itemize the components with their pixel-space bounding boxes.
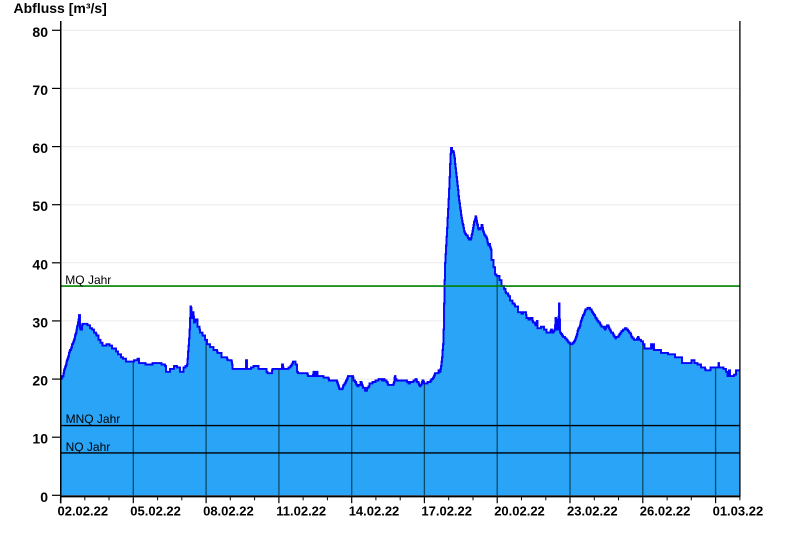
svg-text:02.02.22: 02.02.22 [57,504,108,519]
svg-text:01.03.22: 01.03.22 [713,504,764,519]
svg-text:MQ Jahr: MQ Jahr [65,273,111,287]
svg-text:0: 0 [40,489,48,505]
svg-text:20.02.22: 20.02.22 [494,504,545,519]
svg-text:50: 50 [32,198,48,214]
svg-text:11.02.22: 11.02.22 [276,504,326,519]
svg-text:26.02.22: 26.02.22 [640,504,691,519]
svg-text:70: 70 [32,82,48,98]
svg-text:08.02.22: 08.02.22 [203,504,254,519]
svg-text:23.02.22: 23.02.22 [567,504,618,519]
svg-text:05.02.22: 05.02.22 [130,504,181,519]
svg-text:60: 60 [32,140,48,156]
svg-text:20: 20 [32,373,48,389]
svg-text:Abfluss [m³/s]: Abfluss [m³/s] [14,0,107,16]
svg-text:NQ Jahr: NQ Jahr [66,440,111,454]
svg-text:80: 80 [32,24,48,40]
svg-text:14.02.22: 14.02.22 [349,504,400,519]
svg-text:MNQ Jahr: MNQ Jahr [66,412,121,426]
svg-text:30: 30 [32,314,48,330]
svg-text:40: 40 [32,256,48,272]
svg-text:17.02.22: 17.02.22 [421,504,472,519]
svg-text:10: 10 [32,431,48,447]
